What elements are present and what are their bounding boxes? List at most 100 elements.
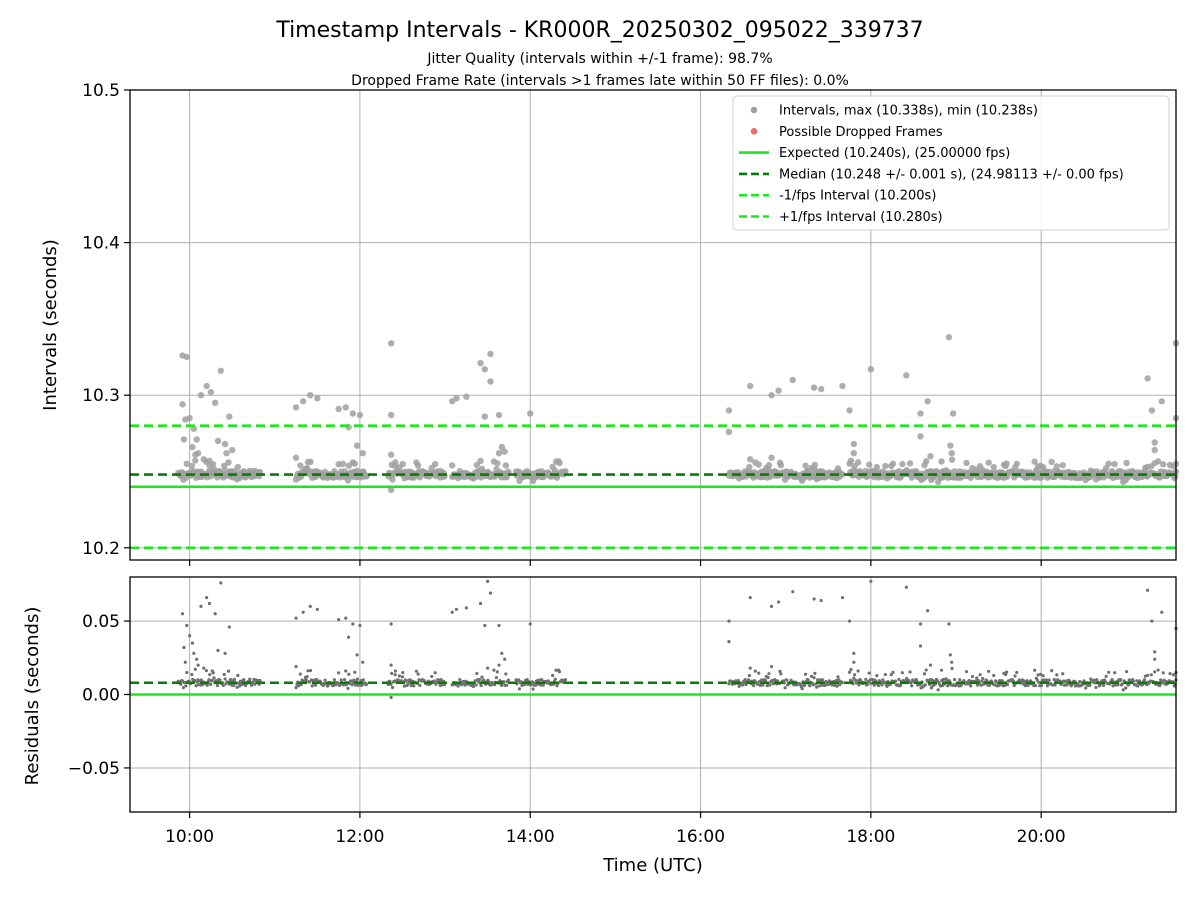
intervals-outlier-point: [221, 440, 229, 448]
intervals-outlier-point: [945, 334, 953, 341]
residuals-point: [924, 668, 928, 672]
residuals-outlier-point: [852, 660, 856, 664]
residuals-point: [821, 678, 825, 682]
residuals-outlier-point: [791, 590, 795, 594]
intervals-point: [906, 460, 914, 467]
residuals-point: [390, 671, 394, 675]
residuals-outlier-point: [928, 663, 933, 667]
residuals-outlier-point: [483, 623, 487, 628]
residuals-point: [1041, 674, 1045, 678]
residuals-point: [238, 679, 243, 683]
residuals-point: [221, 683, 225, 688]
residuals-outlier-point: [454, 607, 459, 611]
residuals-point: [531, 687, 535, 691]
residuals-point: [939, 668, 944, 672]
residuals-point: [477, 677, 482, 682]
residuals-outlier-point: [769, 604, 774, 608]
residuals-point: [505, 683, 509, 687]
residuals-point: [847, 670, 852, 674]
residuals-point: [836, 675, 840, 679]
residuals-point: [190, 672, 194, 677]
residuals-point: [474, 683, 478, 687]
residuals-point: [1168, 671, 1172, 676]
intervals-outlier-point: [448, 462, 456, 469]
intervals-outlier-point: [226, 413, 233, 420]
intervals-point: [1059, 461, 1066, 469]
intervals-point: [303, 464, 311, 472]
intervals-outlier-point: [463, 393, 470, 400]
intervals-point: [234, 463, 242, 471]
residuals-point: [537, 678, 541, 682]
intervals-outlier-point: [1151, 439, 1158, 446]
residuals-point: [236, 673, 240, 678]
intervals-point: [1160, 461, 1167, 468]
intervals-outlier-point: [186, 414, 193, 422]
intervals-outlier-point: [392, 459, 399, 466]
residuals-point: [1061, 672, 1065, 676]
intervals-outlier-point: [206, 457, 213, 465]
intervals-outlier-point: [817, 385, 825, 393]
residuals-point: [1035, 678, 1039, 682]
residuals-outlier-point: [210, 669, 214, 673]
residuals-point: [365, 682, 369, 686]
x-axis-label: Time (UTC): [602, 855, 703, 876]
intervals-point: [399, 460, 406, 468]
residuals-point: [1047, 678, 1051, 682]
residuals-point: [355, 677, 359, 681]
residuals-point: [209, 682, 213, 686]
intervals-y-tick-label: 10.4: [82, 234, 120, 254]
residuals-outlier-point: [947, 622, 951, 626]
intervals-outlier-point: [192, 451, 199, 458]
residuals-point: [479, 683, 483, 688]
residuals-panel: −0.05 0.00 0.05 10:00 12:00 14:00 16:00 18:00 20…: [68, 576, 1178, 847]
intervals-point: [1048, 458, 1055, 466]
residuals-outlier-point: [777, 600, 781, 604]
residuals-point: [222, 672, 226, 677]
residuals-point: [480, 675, 484, 679]
residuals-point: [360, 683, 364, 687]
intervals-outlier-point: [180, 436, 188, 443]
residuals-point: [908, 670, 912, 674]
residuals-point: [1033, 683, 1038, 688]
legend-label: Median (10.248 +/- 0.001 s), (24.98113 +…: [779, 167, 1124, 182]
residuals-point: [958, 678, 962, 682]
intervals-outlier-point: [200, 456, 208, 463]
residuals-point: [353, 670, 357, 674]
residuals-outlier-point: [301, 610, 305, 614]
residuals-point: [803, 683, 807, 687]
intervals-outlier-point: [501, 448, 508, 455]
intervals-point: [755, 461, 762, 468]
residuals-point: [516, 678, 521, 682]
residuals-point: [1053, 683, 1057, 687]
residuals-point: [897, 677, 901, 682]
intervals-outlier-point: [768, 391, 775, 399]
residuals-point: [1088, 683, 1092, 687]
residuals-point: [1111, 684, 1115, 688]
intervals-outlier-point: [179, 401, 186, 408]
legend-label: Expected (10.240s), (25.00000 fps): [779, 146, 1010, 161]
residuals-point: [207, 678, 211, 682]
residuals-point: [1004, 670, 1009, 674]
intervals-outlier-point: [487, 350, 494, 358]
intervals-point: [225, 459, 232, 466]
residuals-outlier-point: [219, 581, 223, 585]
residuals-outlier-point: [869, 579, 873, 584]
intervals-outlier-point: [307, 391, 314, 399]
intervals-outlier-point: [190, 425, 198, 432]
residuals-point: [346, 686, 350, 690]
intervals-outlier-point: [789, 376, 796, 384]
intervals-outlier-point: [387, 451, 395, 458]
residuals-point: [414, 669, 419, 673]
residuals-point: [1156, 668, 1160, 672]
residuals-point: [258, 678, 262, 683]
residuals-point: [811, 683, 815, 687]
residuals-y-axis-label: Residuals (seconds): [22, 607, 43, 786]
residuals-point: [1093, 681, 1097, 685]
residuals-point: [952, 677, 957, 682]
x-tick-label: 20:00: [1017, 827, 1066, 847]
residuals-point: [768, 683, 772, 687]
intervals-outlier-point: [1158, 398, 1166, 405]
residuals-outlier-point: [196, 663, 200, 667]
residuals-point: [418, 683, 422, 687]
legend-box: [732, 95, 1170, 231]
